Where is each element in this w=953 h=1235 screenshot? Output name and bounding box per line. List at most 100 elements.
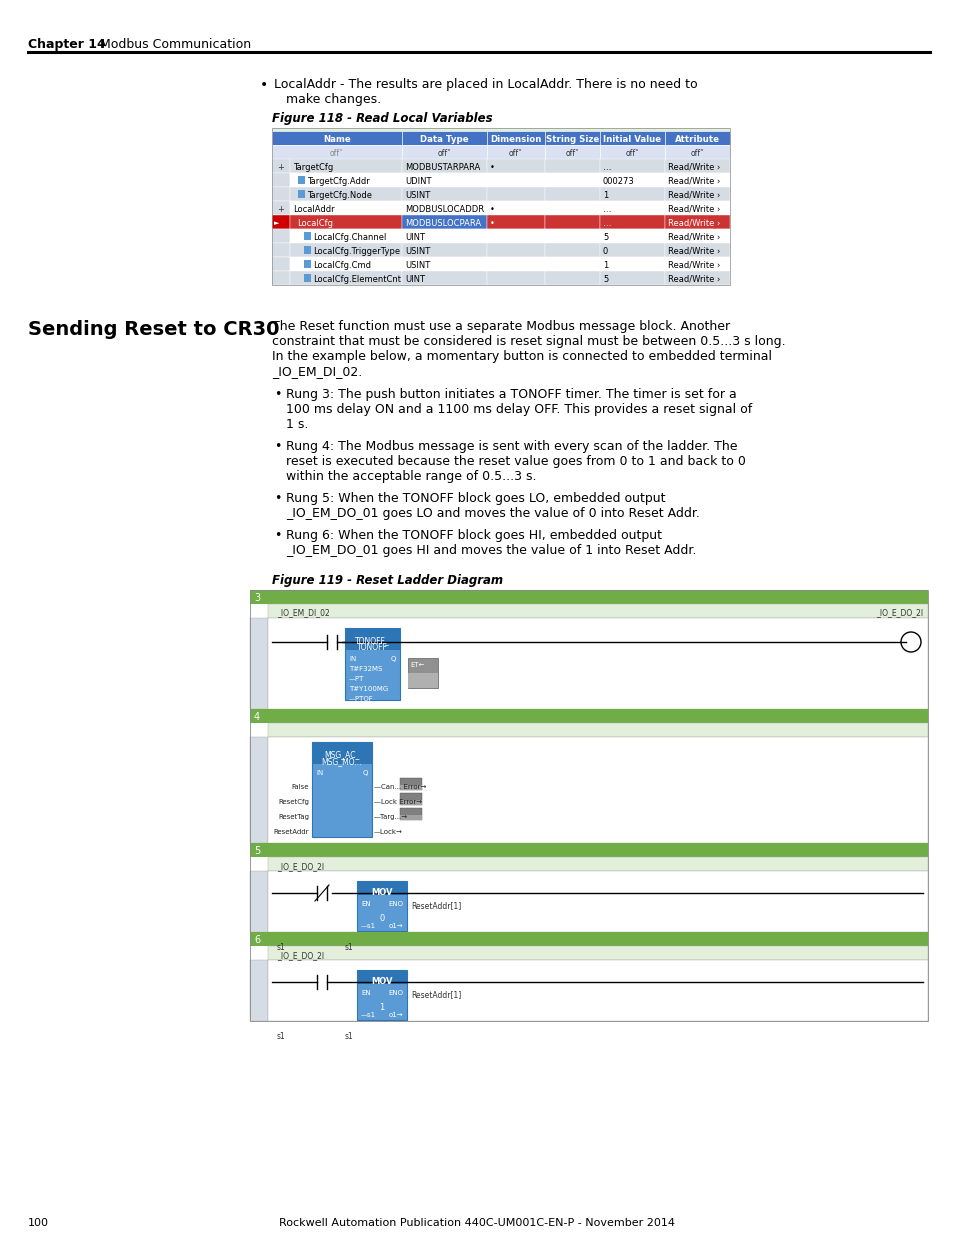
Text: s1: s1 [276,1032,286,1041]
Text: UINT: UINT [405,232,424,242]
Text: within the acceptable range of 0.5...3 s.: within the acceptable range of 0.5...3 s… [286,471,536,483]
Text: _IO_EM_DO_01 goes HI and moves the value of 1 into Reset Addr.: _IO_EM_DO_01 goes HI and moves the value… [286,543,696,557]
Bar [290,270,401,285]
Text: Rung 4: The Modbus message is sent with every scan of the ladder. The: Rung 4: The Modbus message is sent with … [286,440,737,453]
Text: TargetCfg: TargetCfg [293,163,333,172]
Text: •: • [490,219,495,227]
Text: Q: Q [390,656,395,662]
Text: TONOFF: TONOFF [356,643,388,652]
Bar [664,243,729,257]
Text: Read/Write ›: Read/Write › [667,219,720,227]
Text: —s1: —s1 [360,1011,375,1018]
Bar [664,257,729,270]
Bar [272,144,401,159]
Bar [544,144,599,159]
Text: •: • [490,163,495,172]
Bar [272,228,290,243]
Bar [272,131,401,144]
Text: USINT: USINT [405,190,430,200]
Bar [401,173,486,186]
Text: EN: EN [360,902,370,906]
Bar [401,243,486,257]
Bar [486,173,544,186]
Bar [272,201,290,215]
Text: off˅: off˅ [509,148,522,158]
Text: _IO_E_DO_2I: _IO_E_DO_2I [276,951,324,960]
Bar [401,186,486,201]
Bar [290,201,401,215]
Text: 5: 5 [253,846,260,856]
Text: _IO_EM_DO_01 goes LO and moves the value of 0 into Reset Addr.: _IO_EM_DO_01 goes LO and moves the value… [286,508,700,520]
Bar [290,173,401,186]
Bar [664,201,729,215]
Bar [250,590,927,1021]
Text: _IO_EM_DI_02: _IO_EM_DI_02 [276,608,330,618]
Text: MSG_MO...: MSG_MO... [321,757,362,766]
Bar [599,173,664,186]
Bar [544,186,599,201]
Text: ResetTag: ResetTag [277,814,309,820]
Bar [401,159,486,173]
Bar [272,159,290,173]
Text: Name: Name [323,135,351,143]
Bar [304,232,311,240]
Bar [272,215,290,228]
Text: 1: 1 [379,1003,384,1011]
Text: LocalCfg.Channel: LocalCfg.Channel [313,232,386,242]
Bar [599,243,664,257]
Bar [401,201,486,215]
Text: 100: 100 [28,1218,49,1228]
Text: off˅: off˅ [690,148,703,158]
Bar [399,808,421,820]
Text: 4: 4 [253,713,260,722]
Bar [486,228,544,243]
Bar [544,243,599,257]
Bar [664,186,729,201]
Bar [486,243,544,257]
Text: s1: s1 [344,944,353,952]
Text: LocalCfg.TriggerType: LocalCfg.TriggerType [313,247,399,256]
Text: ►: ► [274,220,279,226]
Text: •: • [274,492,281,505]
Bar [486,144,544,159]
Bar [290,159,401,173]
Text: Read/Write ›: Read/Write › [667,163,720,172]
Bar [544,228,599,243]
Text: UDINT: UDINT [405,177,431,185]
Text: Sending Reset to CR30: Sending Reset to CR30 [28,320,279,338]
Bar [272,186,290,201]
Text: T#Y100MG: T#Y100MG [349,685,388,692]
Text: IN: IN [349,656,355,662]
Text: In the example below, a momentary button is connected to embedded terminal: In the example below, a momentary button… [272,350,771,363]
Bar [401,270,486,285]
Bar [272,257,290,270]
Text: Q: Q [362,769,368,776]
Bar [401,228,486,243]
Text: Dimension: Dimension [490,135,541,143]
Bar [250,960,268,1021]
Text: Read/Write ›: Read/Write › [667,177,720,185]
Bar [544,159,599,173]
Text: —PT: —PT [349,676,364,682]
Bar [312,742,372,764]
Bar [599,144,664,159]
Bar [408,673,437,688]
Text: USINT: USINT [405,261,430,269]
Text: Data Type: Data Type [419,135,468,143]
Bar [290,243,401,257]
Bar [297,190,305,198]
Text: EN: EN [360,990,370,995]
Bar [486,159,544,173]
Bar [599,186,664,201]
Bar [401,131,486,144]
Text: LocalCfg.Cmd: LocalCfg.Cmd [313,261,371,269]
Bar [399,778,421,790]
Bar [399,793,421,805]
Text: off˅: off˅ [565,148,578,158]
Bar [272,270,290,285]
Bar [664,159,729,173]
Bar [401,215,486,228]
Bar [250,844,927,857]
Bar [272,173,290,186]
Bar [312,742,372,837]
